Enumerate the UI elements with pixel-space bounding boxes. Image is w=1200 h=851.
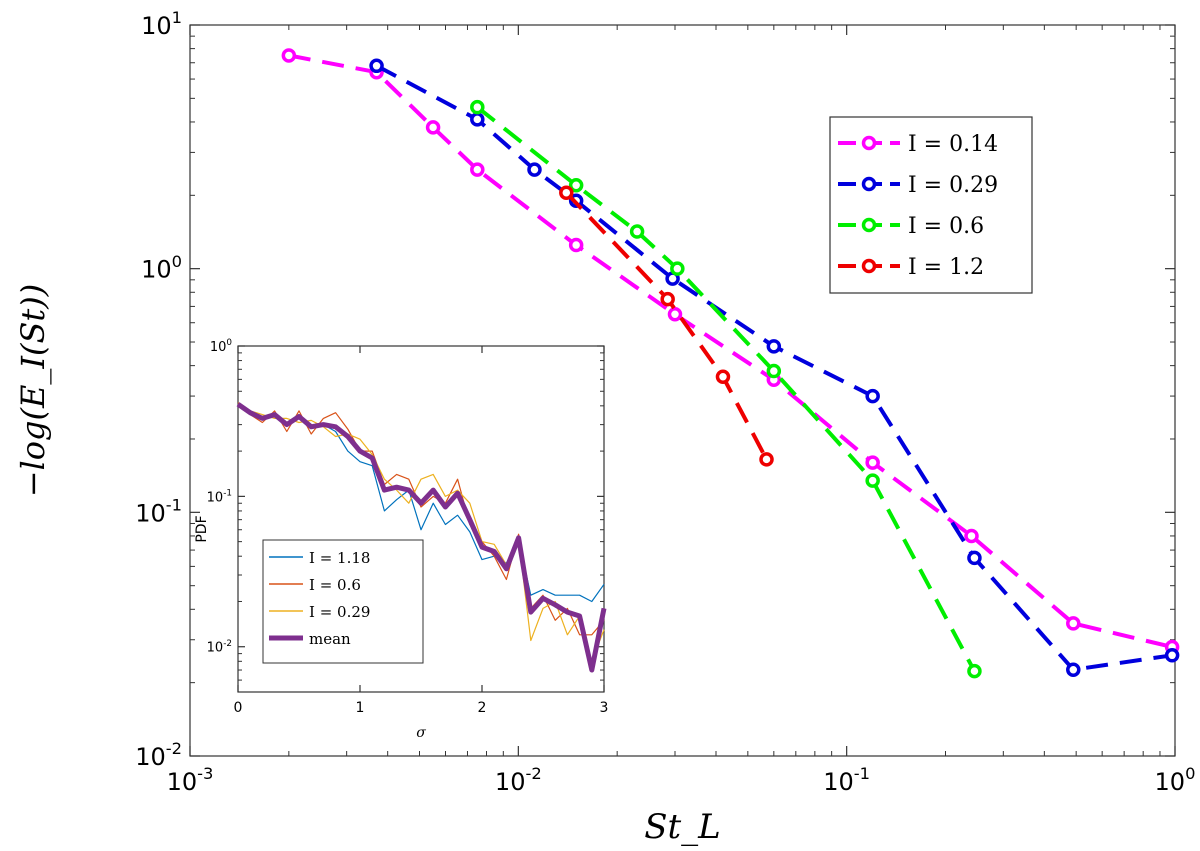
data-point-i-0-14 xyxy=(568,237,584,253)
main-plot-frame xyxy=(189,24,1176,757)
inset-x-tick-label: 1 xyxy=(356,700,365,716)
inset-y-tick-label: 10-2 xyxy=(207,639,232,656)
inset-x-tick-label: 2 xyxy=(478,700,487,716)
data-point-i-0-6 xyxy=(766,363,782,379)
main-x-tick-label: 10-2 xyxy=(495,764,542,796)
main-legend: I = 0.14 I = 0.29 I = 0.6 I = 1.2 xyxy=(829,116,1033,294)
data-point-i-0-29 xyxy=(1066,662,1081,677)
legend-label-i-0-14: I = 0.14 xyxy=(908,132,998,157)
main-x-tick-label: 10-1 xyxy=(823,764,870,796)
main-y-axis-label: −log(E_I(St)) xyxy=(14,284,52,498)
data-point-i-0-29 xyxy=(766,339,782,354)
main-y-tick-label: 10-1 xyxy=(135,496,182,528)
data-point-i-0-29 xyxy=(470,112,485,127)
data-point-i-1-2 xyxy=(715,369,731,385)
legend-marker-i-0-14 xyxy=(861,135,877,151)
data-point-i-1-2 xyxy=(759,452,774,467)
inset-series-line-mean xyxy=(236,402,607,673)
data-point-i-0-14 xyxy=(425,120,441,135)
inset-legend-label-i-0-29: I = 0.29 xyxy=(309,603,370,621)
data-point-i-0-29 xyxy=(967,550,982,566)
data-point-i-0-6 xyxy=(967,663,982,679)
inset-chart: 100 10-1 10-2 0 1 2 3 σ PDF I = 1.18 I = 0.6 I = 0.… xyxy=(194,338,608,741)
data-point-i-0-6 xyxy=(629,224,645,239)
data-point-i-0-14 xyxy=(281,48,297,63)
data-point-i-0-14 xyxy=(865,455,880,470)
series-line-i-1-2 xyxy=(564,191,769,461)
main-series-group xyxy=(281,48,1180,679)
main-x-tick-label: 10-3 xyxy=(167,764,214,796)
inset-legend-label-i-0-6: I = 0.6 xyxy=(309,576,361,594)
legend-marker-i-0-29 xyxy=(861,176,877,192)
data-point-i-0-6 xyxy=(670,261,685,276)
main-y-tick-label: 101 xyxy=(141,8,182,40)
inset-y-axis-label: PDF xyxy=(194,515,210,542)
inset-y-tick-label: 100 xyxy=(210,338,233,355)
series-line-i-0-14 xyxy=(288,53,1173,649)
inset-x-axis-label: σ xyxy=(416,725,426,741)
data-point-i-1-2 xyxy=(559,185,574,200)
series-line-i-0-29 xyxy=(375,64,1173,672)
data-point-i-0-29 xyxy=(865,388,880,404)
main-y-tick-label: 10-2 xyxy=(135,739,182,771)
legend-marker-i-1-2 xyxy=(861,258,877,274)
data-point-i-0-14 xyxy=(470,162,485,177)
legend-marker-i-0-6 xyxy=(861,217,877,233)
inset-series-line-i-0-6 xyxy=(237,402,605,636)
data-point-i-0-14 xyxy=(1066,616,1081,631)
inset-series-line-i-0-29 xyxy=(237,405,605,662)
data-point-i-0-6 xyxy=(865,473,880,488)
legend-label-i-0-6: I = 0.6 xyxy=(908,214,984,239)
inset-legend-box xyxy=(262,539,424,664)
legend-label-i-0-29: I = 0.29 xyxy=(908,173,998,198)
data-point-i-1-2 xyxy=(660,291,675,307)
main-y-tick-label: 100 xyxy=(141,252,182,284)
inset-y-tick-label: 10-1 xyxy=(207,489,232,506)
data-point-i-0-29 xyxy=(369,58,384,74)
main-x-tick-label: 100 xyxy=(1155,764,1196,796)
data-point-i-0-14 xyxy=(964,528,979,544)
data-point-i-0-6 xyxy=(470,99,485,115)
main-x-axis-label: St_L xyxy=(644,807,721,847)
inset-x-tick-label: 3 xyxy=(600,700,609,716)
data-point-i-0-29 xyxy=(527,162,542,177)
main-axes: 10-3 10-2 10-1 10010-210-1100101St_L−log(E_… xyxy=(14,8,1195,847)
data-point-i-0-6 xyxy=(568,177,584,193)
inset-x-tick-label: 0 xyxy=(234,700,243,716)
inset-legend-label-i-1-18: I = 1.18 xyxy=(309,549,370,567)
legend-label-i-1-2: I = 1.2 xyxy=(908,255,984,280)
data-point-i-0-14 xyxy=(667,307,683,322)
data-point-i-0-29 xyxy=(1164,648,1180,663)
inset-legend-label-mean: mean xyxy=(309,630,351,648)
